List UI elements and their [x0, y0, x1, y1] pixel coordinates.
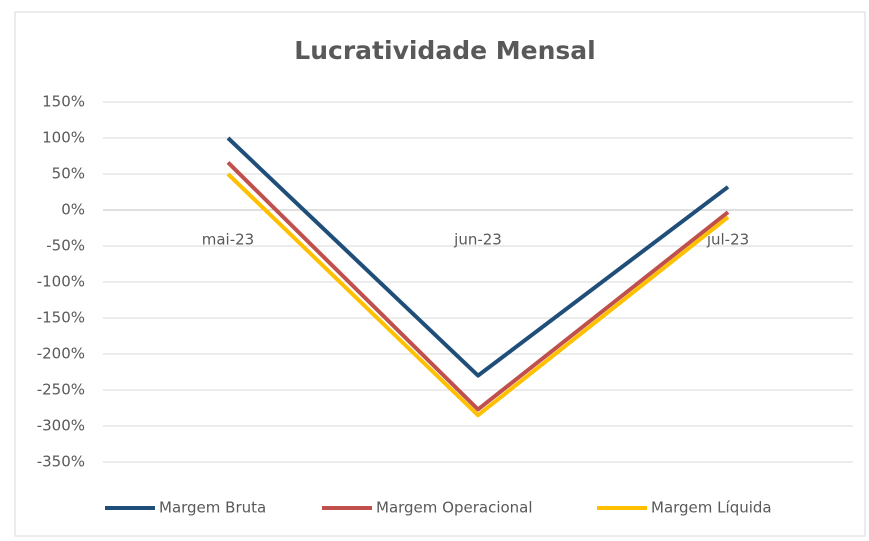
y-tick-label: -100%	[37, 273, 85, 291]
y-tick-label: -50%	[46, 237, 85, 255]
line-series	[226, 172, 730, 418]
y-tick-label: -200%	[37, 345, 85, 363]
y-tick-label: 50%	[52, 165, 85, 183]
y-tick-label: -300%	[37, 417, 85, 435]
line-series	[226, 136, 730, 378]
legend-label: Margem Operacional	[376, 499, 533, 517]
x-tick-label: jun-23	[453, 231, 502, 249]
legend-label: Margem Líquida	[651, 499, 772, 517]
y-tick-label: -150%	[37, 309, 85, 327]
x-tick-label: jul-23	[706, 231, 749, 249]
y-tick-label: 100%	[42, 129, 85, 147]
y-tick-label: 0%	[61, 201, 85, 219]
y-tick-label: -250%	[37, 381, 85, 399]
x-tick-label: mai-23	[202, 231, 254, 249]
line-series	[226, 161, 730, 412]
chart-title: Lucratividade Mensal	[294, 36, 595, 65]
legend-label: Margem Bruta	[159, 499, 266, 517]
y-tick-label: 150%	[42, 93, 85, 111]
chart-frame	[14, 11, 866, 537]
y-tick-label: -350%	[37, 453, 85, 471]
